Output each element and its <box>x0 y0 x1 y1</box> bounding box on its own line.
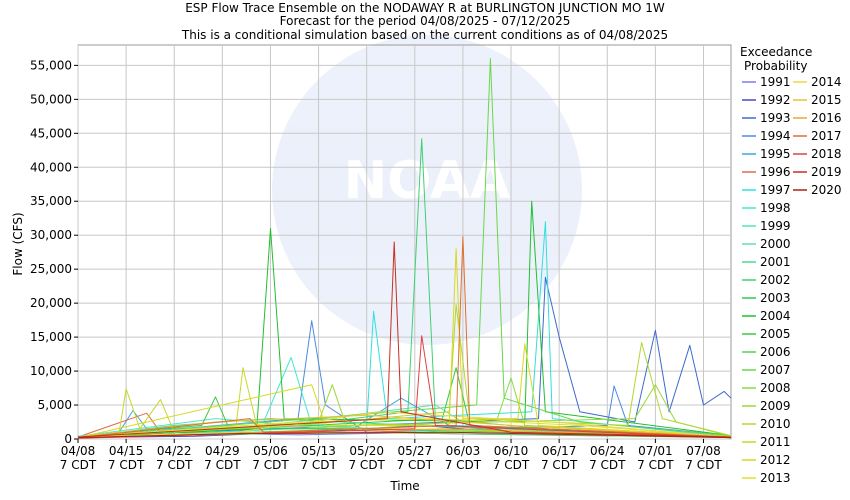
x-tick-label-time: 7 CDT <box>685 458 722 472</box>
x-tick-label-time: 7 CDT <box>589 458 626 472</box>
legend-label-2007: 2007 <box>760 363 791 377</box>
series-lines <box>77 58 732 439</box>
title-line-1: ESP Flow Trace Ensemble on the NODAWAY R… <box>185 1 665 15</box>
y-tick-label: 15,000 <box>30 330 72 344</box>
legend-label-2001: 2001 <box>760 255 791 269</box>
y-axis-label: Flow (CFS) <box>11 212 25 275</box>
title-line-2: Forecast for the period 04/08/2025 - 07/… <box>280 14 571 28</box>
y-tick-label: 45,000 <box>30 126 72 140</box>
x-tick-label-date: 06/10 <box>494 444 529 458</box>
x-tick-label-date: 04/29 <box>205 444 240 458</box>
x-tick-label-date: 06/17 <box>542 444 577 458</box>
legend-label-2008: 2008 <box>760 381 791 395</box>
x-tick-label-date: 04/15 <box>109 444 144 458</box>
x-tick-label-date: 05/27 <box>398 444 433 458</box>
y-tick-label: 50,000 <box>30 92 72 106</box>
legend-label-1995: 1995 <box>760 147 791 161</box>
y-tick-label: 55,000 <box>30 58 72 72</box>
legend-label-2009: 2009 <box>760 399 791 413</box>
legend-label-1993: 1993 <box>760 111 791 125</box>
x-tick-label-time: 7 CDT <box>204 458 241 472</box>
series-line-2001 <box>77 418 732 439</box>
series-line-2005 <box>77 396 732 439</box>
y-tick-label: 40,000 <box>30 160 72 174</box>
x-tick-label-time: 7 CDT <box>445 458 482 472</box>
legend: Exceedance Probability 1991 1992 1993 1994 1… <box>740 45 842 485</box>
legend-label-2005: 2005 <box>760 327 791 341</box>
legend-label-1992: 1992 <box>760 93 791 107</box>
y-tick-label: 35,000 <box>30 194 72 208</box>
legend-label-2016: 2016 <box>811 111 842 125</box>
series-line-1993 <box>77 276 732 437</box>
x-tick-label-time: 7 CDT <box>300 458 337 472</box>
legend-label-2003: 2003 <box>760 291 791 305</box>
legend-label-2018: 2018 <box>811 147 842 161</box>
series-line-2019 <box>77 241 732 438</box>
legend-label-2000: 2000 <box>760 237 791 251</box>
x-tick-label-time: 7 CDT <box>60 458 97 472</box>
y-tick-label: 10,000 <box>30 364 72 378</box>
x-tick-label-date: 05/06 <box>253 444 288 458</box>
legend-label-2014: 2014 <box>811 75 842 89</box>
legend-label-2017: 2017 <box>811 129 842 143</box>
legend-label-1999: 1999 <box>760 219 791 233</box>
legend-label-2012: 2012 <box>760 453 791 467</box>
x-tick-label-time: 7 CDT <box>252 458 289 472</box>
x-tick-label-date: 06/03 <box>446 444 481 458</box>
legend-label-2006: 2006 <box>760 345 791 359</box>
legend-label-2019: 2019 <box>811 165 842 179</box>
series-line-2014 <box>77 411 732 439</box>
x-tick-label-date: 04/22 <box>157 444 192 458</box>
x-tick-label-time: 7 CDT <box>397 458 434 472</box>
legend-title-line-2: Probability <box>744 59 807 73</box>
grid-lines <box>77 45 731 440</box>
x-tick-label-time: 7 CDT <box>637 458 674 472</box>
chart-title: ESP Flow Trace Ensemble on the NODAWAY R… <box>181 1 668 42</box>
series-line-2009 <box>77 384 732 439</box>
legend-label-1994: 1994 <box>760 129 791 143</box>
y-tick-label: 25,000 <box>30 262 72 276</box>
x-tick-label-time: 7 CDT <box>156 458 193 472</box>
y-tick-label: 0 <box>64 432 72 446</box>
legend-label-2013: 2013 <box>760 471 791 485</box>
series-line-2004 <box>77 200 732 438</box>
x-tick-label-time: 7 CDT <box>493 458 530 472</box>
legend-title-line-1: Exceedance <box>740 45 812 59</box>
x-tick-label-date: 06/24 <box>590 444 625 458</box>
y-tick-label: 5,000 <box>38 398 72 412</box>
legend-label-1996: 1996 <box>760 165 791 179</box>
x-tick-label-date: 07/08 <box>686 444 721 458</box>
x-tick-label-time: 7 CDT <box>541 458 578 472</box>
legend-label-2004: 2004 <box>760 309 791 323</box>
x-tick-label-date: 07/01 <box>638 444 673 458</box>
legend-label-2020: 2020 <box>811 183 842 197</box>
legend-label-1991: 1991 <box>760 75 791 89</box>
y-axis: 0 5,000 10,000 15,000 20,000 25,000 30,000 35,0… <box>30 58 78 446</box>
series-line-2018 <box>77 335 732 439</box>
series-line-2017 <box>77 236 732 439</box>
noaa-logo-circle <box>272 35 582 345</box>
legend-label-1998: 1998 <box>760 201 791 215</box>
y-tick-label: 20,000 <box>30 296 72 310</box>
x-tick-label-date: 04/08 <box>61 444 96 458</box>
title-line-3: This is a conditional simulation based o… <box>181 28 668 42</box>
series-line-2011 <box>77 367 732 439</box>
legend-label-2015: 2015 <box>811 93 842 107</box>
x-tick-label-date: 05/13 <box>301 444 336 458</box>
x-tick-label-time: 7 CDT <box>348 458 385 472</box>
series-line-1997 <box>77 221 732 439</box>
legend-label-2010: 2010 <box>760 417 791 431</box>
legend-label-2011: 2011 <box>760 435 791 449</box>
legend-label-1997: 1997 <box>760 183 791 197</box>
x-tick-label-date: 05/20 <box>349 444 384 458</box>
x-axis-label: Time <box>389 479 419 493</box>
y-tick-label: 30,000 <box>30 228 72 242</box>
x-tick-label-time: 7 CDT <box>108 458 145 472</box>
legend-label-2002: 2002 <box>760 273 791 287</box>
series-line-2020 <box>77 431 732 439</box>
